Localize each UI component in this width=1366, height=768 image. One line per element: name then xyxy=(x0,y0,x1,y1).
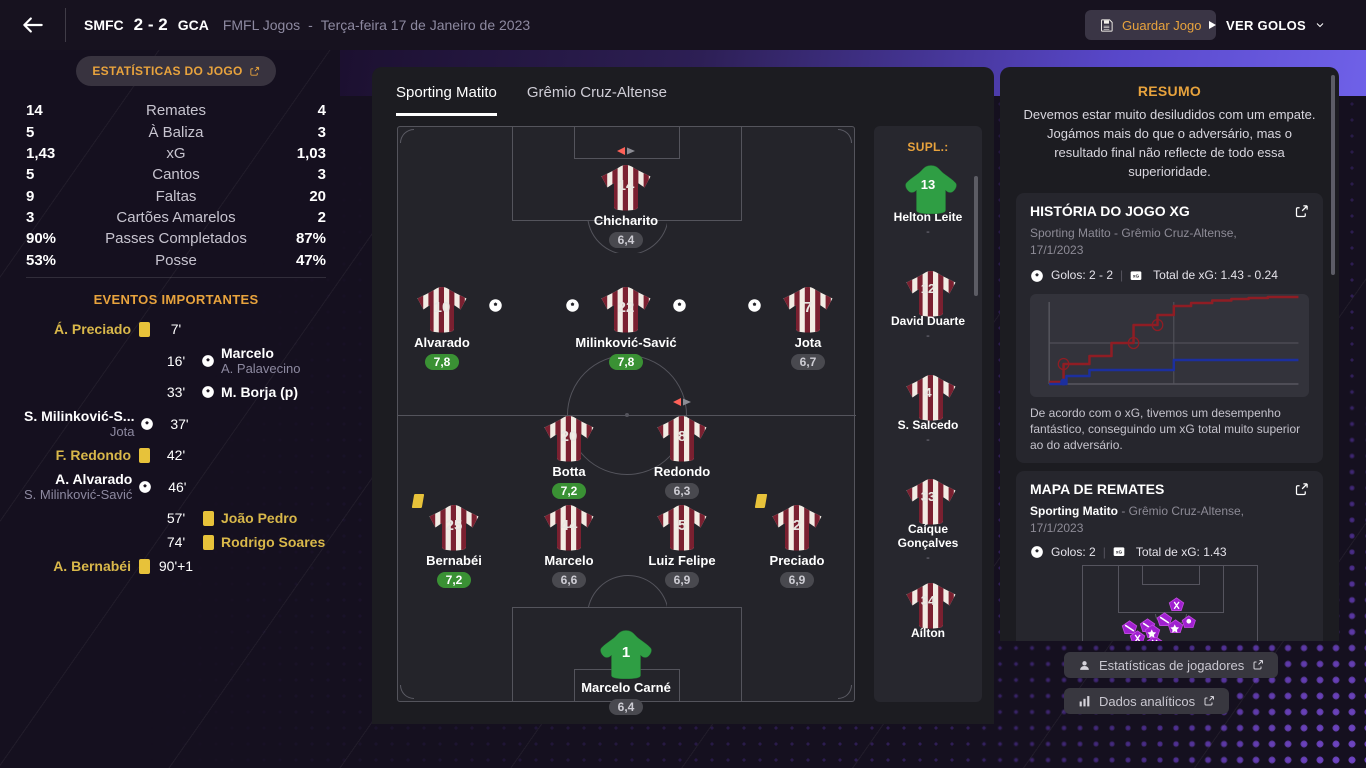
svg-text:xG: xG xyxy=(1116,550,1123,555)
svg-text:xG: xG xyxy=(1133,274,1140,279)
